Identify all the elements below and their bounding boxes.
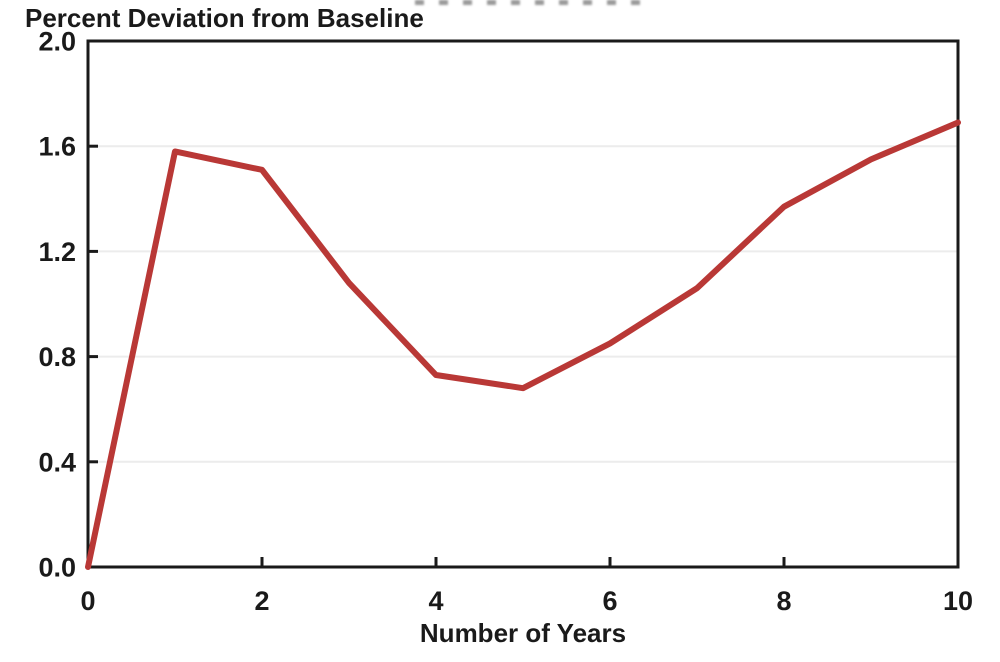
x-tick-label: 6 <box>602 586 617 616</box>
y-tick-label: 1.6 <box>38 132 76 162</box>
x-tick-label: 4 <box>428 586 443 616</box>
x-tick-label: 0 <box>80 586 95 616</box>
x-tick-label: 10 <box>943 586 973 616</box>
chart-title: Percent Deviation from Baseline <box>25 3 424 33</box>
y-tick-label: 0.0 <box>38 553 76 583</box>
x-tick-label: 8 <box>776 586 791 616</box>
plot-frame <box>86 39 960 569</box>
x-tick-label: 2 <box>254 586 269 616</box>
x-axis-label: Number of Years <box>419 618 627 648</box>
y-tick-label: 0.8 <box>38 342 76 372</box>
y-tick-label: 0.4 <box>38 447 76 477</box>
y-tick-label: 1.2 <box>38 237 76 267</box>
cropped-text-remnant <box>415 0 650 5</box>
y-tick-label: 2.0 <box>38 27 76 57</box>
deviation-line <box>85 119 961 570</box>
